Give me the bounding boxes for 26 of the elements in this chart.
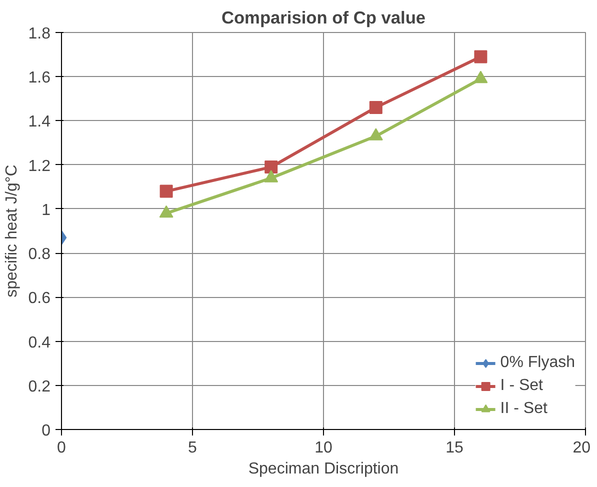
y-tick-label: 1.4 xyxy=(28,114,51,131)
x-tick-label: 10 xyxy=(314,440,332,456)
y-tick-label: 0.6 xyxy=(28,290,51,308)
y-tick-label: 0.8 xyxy=(28,246,51,264)
y-tick-label: 1.8 xyxy=(28,26,51,42)
x-tick-label: 0 xyxy=(57,440,66,456)
y-tick-label: 0 xyxy=(42,422,51,440)
y-axis-title: specific heat J/g°C xyxy=(3,164,20,298)
x-tick-label: 20 xyxy=(572,440,591,456)
point xyxy=(160,184,173,198)
legend-label: II - Set xyxy=(500,400,548,418)
legend-label: I - Set xyxy=(500,377,543,395)
point xyxy=(474,70,488,84)
chart-title: Comparision of Cp value xyxy=(221,8,426,28)
x-tick-label: 5 xyxy=(188,440,198,456)
x-axis-title: Speciman Discription xyxy=(248,460,399,478)
y-tick-label: 0.2 xyxy=(28,378,51,396)
point xyxy=(369,100,382,114)
x-tick-label: 15 xyxy=(446,440,464,456)
legend-label: 0% Flyash xyxy=(500,354,575,372)
point xyxy=(474,50,488,64)
y-tick-label: 1.2 xyxy=(28,158,51,175)
y-tick-label: 1 xyxy=(42,202,51,219)
point xyxy=(264,160,278,174)
y-tick-label: 1.6 xyxy=(28,70,51,87)
y-tick-label: 0.4 xyxy=(28,334,51,352)
